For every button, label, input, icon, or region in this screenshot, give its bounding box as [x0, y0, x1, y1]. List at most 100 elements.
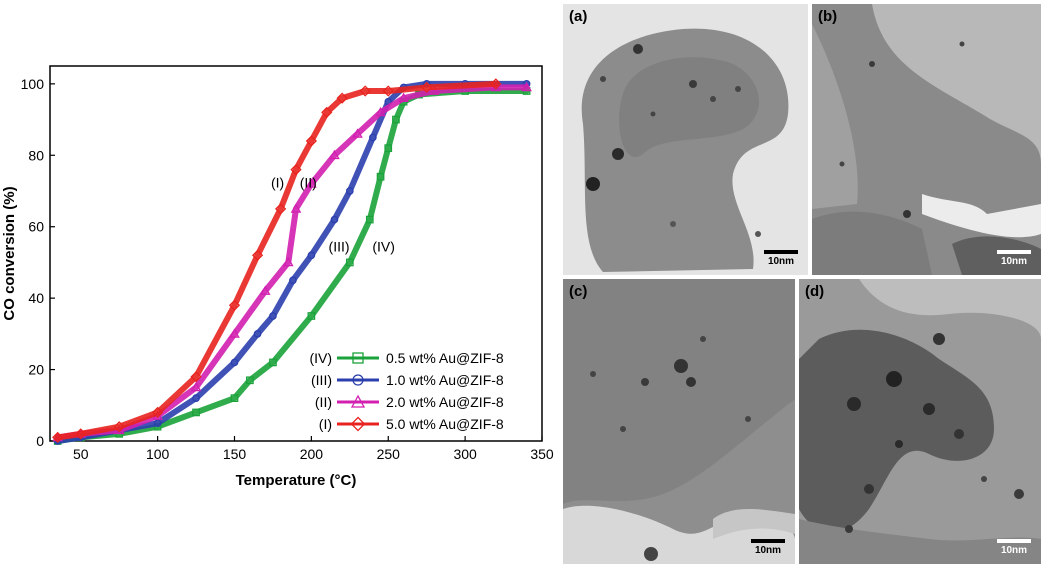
x-tick-label: 150 — [223, 446, 247, 462]
data-point — [230, 394, 239, 402]
x-tick-label: 250 — [377, 446, 401, 462]
data-point — [392, 115, 400, 124]
data-point — [269, 312, 277, 320]
data-point — [230, 358, 239, 367]
scale-bar-label: 10nm — [1000, 256, 1028, 267]
x-tick-label: 50 — [73, 446, 89, 462]
data-point — [269, 358, 277, 367]
data-point — [152, 406, 164, 419]
tem-image-b: (b) 10nm — [812, 4, 1041, 275]
data-point — [375, 106, 386, 117]
data-point — [345, 258, 354, 267]
data-point — [330, 215, 339, 224]
legend-label: 1.0 wt% Au@ZIF-8 — [386, 372, 504, 388]
data-point — [490, 78, 502, 90]
y-tick-label: 100 — [21, 76, 45, 92]
conversion-chart: 50 100 150 200 250 300 350 0 20 40 60 80 100 Temperat… — [1, 65, 554, 489]
data-point — [290, 203, 302, 213]
legend-marker — [352, 352, 364, 364]
data-point — [113, 421, 125, 433]
x-axis-label: Temperature (°C) — [236, 472, 357, 489]
chart-canvas: 50 100 150 200 250 300 350 0 20 40 60 80 100 Temperat… — [1, 65, 554, 489]
series-4 — [52, 78, 502, 444]
data-point — [307, 312, 316, 320]
data-point — [329, 149, 340, 160]
legend-label: 2.0 wt% Au@ZIF-8 — [386, 394, 504, 410]
legend-roman: (IV) — [309, 350, 332, 366]
data-point — [359, 85, 371, 97]
data-point — [282, 256, 294, 267]
data-point — [246, 376, 254, 385]
data-point — [345, 187, 354, 195]
y-tick-label: 60 — [28, 219, 44, 235]
data-point — [289, 276, 297, 285]
data-point — [369, 133, 377, 142]
data-point — [398, 92, 409, 102]
x-tick-label: 350 — [530, 446, 554, 462]
series-line — [54, 84, 530, 441]
x-tick-label: 100 — [146, 446, 170, 462]
data-point — [307, 251, 316, 260]
curve-annotation: (I) — [271, 174, 284, 190]
scale-bar-a: 10nm — [764, 250, 798, 267]
data-point — [75, 428, 87, 440]
tem-image-a: (a) 10nm — [563, 4, 808, 275]
tem-label-d: (d) — [805, 283, 825, 300]
data-point — [229, 328, 240, 338]
data-point — [384, 144, 393, 152]
y-tick-label: 0 — [36, 433, 44, 449]
data-point — [253, 330, 262, 338]
data-point — [192, 394, 200, 402]
data-point — [228, 299, 241, 311]
legend-label: 0.5 wt% Au@ZIF-8 — [386, 350, 504, 366]
tem-image-c: (c) 10nm — [563, 279, 795, 564]
data-point — [421, 81, 433, 94]
tem-image-d: (d) 10nm — [799, 279, 1041, 564]
scale-bar-d: 10nm — [997, 539, 1031, 556]
legend-marker — [352, 374, 364, 386]
curve-annotation: (II) — [300, 174, 317, 190]
tem-image-grid: (a) 10nm (b) 10nm (c) 10nm — [563, 4, 1041, 564]
y-tick-label: 80 — [28, 147, 44, 163]
scale-bar-label: 10nm — [767, 256, 795, 267]
y-tick-label: 40 — [28, 290, 44, 306]
data-point — [153, 419, 162, 427]
data-point — [429, 85, 440, 95]
data-point — [521, 81, 532, 92]
curve-annotation: (IV) — [372, 239, 395, 255]
legend-roman: (II) — [315, 394, 332, 410]
y-axis-label: CO conversion (%) — [1, 186, 18, 320]
series-line — [54, 80, 499, 441]
scale-bar-b: 10nm — [997, 250, 1031, 267]
data-point — [382, 85, 394, 97]
data-point — [290, 163, 302, 176]
scale-bar-label: 10nm — [1000, 545, 1028, 556]
data-point — [52, 431, 64, 444]
legend-roman: (I) — [319, 416, 332, 432]
data-point — [275, 203, 287, 215]
legend: (IV) 0.5 wt% Au@ZIF-8 (III) 1.0 wt% Au@ZIF-… — [309, 350, 503, 432]
scale-bar-label: 10nm — [754, 545, 782, 556]
data-point — [259, 285, 271, 295]
x-tick-label: 200 — [300, 446, 324, 462]
legend-label: 5.0 wt% Au@ZIF-8 — [386, 416, 504, 432]
curve-annotation: (III) — [329, 239, 350, 255]
data-point — [251, 249, 264, 261]
series-2 — [53, 80, 531, 445]
tem-label-b: (b) — [818, 8, 838, 25]
y-tick-label: 20 — [28, 362, 44, 378]
tem-label-a: (a) — [569, 8, 588, 25]
data-point — [306, 178, 317, 188]
x-tick-label: 300 — [453, 446, 477, 462]
scale-bar-c: 10nm — [751, 539, 785, 556]
legend-marker — [350, 416, 366, 432]
data-point — [305, 135, 317, 147]
data-point — [190, 381, 202, 392]
legend-marker — [350, 394, 366, 408]
data-point — [365, 215, 374, 224]
data-point — [321, 106, 333, 119]
data-point — [376, 172, 385, 181]
plot-frame — [49, 65, 543, 442]
tem-label-c: (c) — [569, 283, 588, 300]
data-point — [352, 128, 363, 138]
